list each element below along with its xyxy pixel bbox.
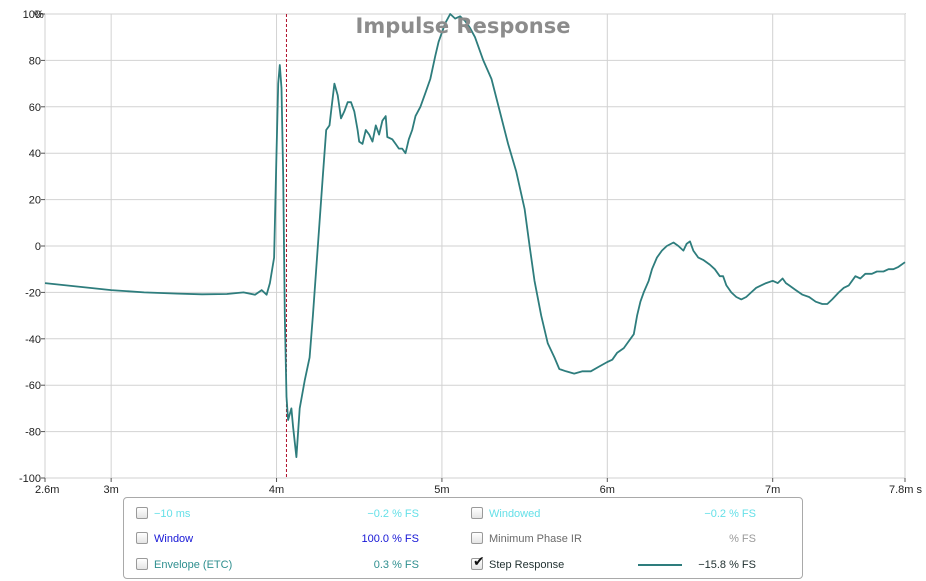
y-tick-label: 0 [35,241,41,253]
x-tick-label: 6m [600,484,615,496]
chart-title: Impulse Response [356,14,571,38]
legend-label-window: Window [154,533,194,545]
y-tick-label: 60 [29,102,41,114]
toggle-10ms-checkbox[interactable] [136,507,148,519]
legend-row: −10 ms −0.2 % FS Windowed −0.2 % FS [124,503,802,525]
y-tick-label: -60 [25,380,41,392]
y-tick-label: 100 [23,9,41,21]
legend-label-step-response: Step Response [489,559,565,571]
y-tick-label: -20 [25,287,41,299]
x-tick-label: 5m [434,484,449,496]
y-tick-label: -80 [25,427,41,439]
y-tick-label: 40 [29,148,41,160]
legend-row: Window 100.0 % FS Minimum Phase IR % FS [124,528,802,550]
y-unit-label: % [34,9,44,21]
y-tick-label: -100 [19,473,41,485]
legend-label-windowed: Windowed [489,508,541,520]
y-tick-label: 80 [29,55,41,67]
x-tick-label: 7.8m s [889,484,923,496]
legend-value-step-response: −15.8 % FS [698,559,756,571]
legend-label-10ms: −10 ms [154,508,191,520]
series-group [44,13,906,458]
legend-value-envelope: 0.3 % FS [373,559,419,571]
legend-value-minimum-phase: % FS [729,533,756,545]
y-tick-label: 20 [29,195,41,207]
toggle-windowed-checkbox[interactable] [471,507,483,519]
x-tick-label: 4m [269,484,284,496]
toggle-envelope-checkbox[interactable] [136,558,148,570]
toggle-window-checkbox[interactable] [136,532,148,544]
toggle-step-response-checkbox[interactable] [471,554,485,570]
y-tick-label: -40 [25,334,41,346]
legend-row: Envelope (ETC) 0.3 % FS Step Response −1… [124,554,802,576]
x-tick-label: 7m [765,484,780,496]
legend-value-windowed: −0.2 % FS [704,508,756,520]
toggle-minimum-phase-checkbox[interactable] [471,532,483,544]
step-response-series-line [44,13,906,458]
legend-label-envelope: Envelope (ETC) [154,559,233,571]
impulse-response-chart: 100 80 60 40 20 0 -20 -40 -60 -80 -100 2.6m 3m 4m 5m 6… [19,9,923,496]
legend-value-window: 100.0 % FS [361,533,419,545]
step-response-line-swatch [638,564,682,566]
legend-panel: −10 ms −0.2 % FS Windowed −0.2 % FS Wind… [123,497,803,579]
x-tick-label: 3m [104,484,119,496]
legend-label-minimum-phase: Minimum Phase IR [489,533,582,545]
x-axis-ticks: 2.6m 3m 4m 5m 6m 7m 7.8m s [35,478,922,496]
legend-value-10ms: −0.2 % FS [367,508,419,520]
grid [44,13,906,479]
x-tick-label: 2.6m [35,484,59,496]
y-axis-ticks: 100 80 60 40 20 0 -20 -40 -60 -80 -100 [19,9,45,485]
